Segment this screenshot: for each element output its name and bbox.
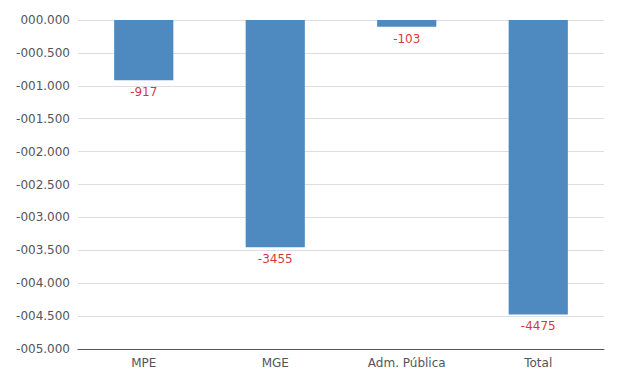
svg-text:MPE: MPE	[131, 356, 156, 370]
svg-text:-002.500: -002.500	[16, 178, 70, 192]
svg-text:-001.000: -001.000	[16, 79, 70, 93]
svg-text:Adm. Pública: Adm. Pública	[368, 356, 446, 370]
svg-text:-917: -917	[130, 85, 157, 99]
svg-text:-103: -103	[393, 32, 420, 46]
svg-text:-000.500: -000.500	[16, 46, 70, 60]
svg-text:-005.000: -005.000	[16, 342, 70, 356]
svg-text:-001.500: -001.500	[16, 112, 70, 126]
svg-text:MGE: MGE	[262, 356, 289, 370]
svg-text:-003.000: -003.000	[16, 210, 70, 224]
svg-text:-004.500: -004.500	[16, 309, 70, 323]
svg-text:-3455: -3455	[258, 252, 293, 266]
svg-text:-003.500: -003.500	[16, 243, 70, 257]
svg-text:-004.000: -004.000	[16, 276, 70, 290]
svg-text:Total: Total	[523, 356, 552, 370]
svg-text:000.000: 000.000	[20, 13, 70, 27]
svg-text:-002.000: -002.000	[16, 145, 70, 159]
svg-text:-4475: -4475	[521, 319, 556, 333]
